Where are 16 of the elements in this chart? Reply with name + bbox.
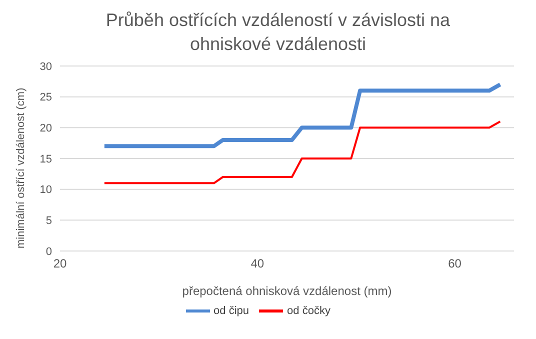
line-series [102,82,502,148]
chart-title: Průběh ostřících vzdáleností v závislosti na ohniskové vzdálenosti [104,9,452,56]
y-tick-label: 20 [40,122,52,135]
legend-label: od čočky [287,304,330,317]
y-tick-label: 25 [40,92,52,104]
x-tick-label: 60 [448,256,462,271]
y-tick-label: 30 [40,60,52,73]
y-tick-label: 0 [46,246,52,258]
y-tick-label: 15 [40,153,52,166]
legend-label: od čipu [214,304,250,317]
y-tick-label: 10 [40,184,52,196]
x-tick-label: 40 [250,256,264,271]
x-axis-title: přepočtená ohnisková vzdálenost (mm) [182,284,392,298]
line-series [103,120,502,184]
y-tick-label: 5 [46,215,52,228]
y-axis-title: minimální ostřící vzdálenost (cm) [14,88,27,248]
